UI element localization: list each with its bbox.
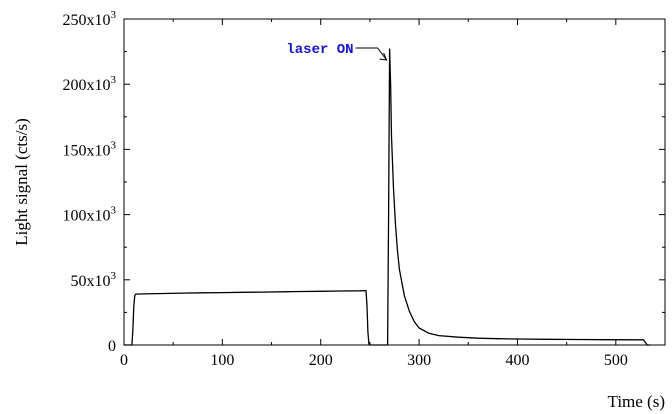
y-tick-label: 200x103 bbox=[63, 74, 117, 94]
chart-series bbox=[124, 48, 651, 346]
x-tick-label: 100 bbox=[210, 352, 234, 369]
x-tick-label: 0 bbox=[120, 352, 128, 369]
plot-frame bbox=[123, 18, 666, 346]
y-tick-label: 150x103 bbox=[63, 139, 117, 159]
annotation-arrowhead bbox=[379, 52, 388, 61]
y-tick-label: 50x103 bbox=[71, 270, 117, 290]
chart-axes: 0 100 200 300 400 500 0 50x103 100x103 150x103 200… bbox=[63, 9, 666, 369]
x-tick-label: 400 bbox=[505, 352, 529, 369]
annotation-layer: laser ON bbox=[286, 42, 388, 61]
x-axis-title: Time (s) bbox=[608, 392, 665, 411]
x-tick-label: 200 bbox=[309, 352, 333, 369]
y-tick-label: 250x103 bbox=[63, 9, 117, 29]
annotation-leader-line bbox=[355, 47, 387, 61]
y-axis-title: Light signal (cts/s) bbox=[12, 118, 31, 245]
x-tick-label: 300 bbox=[407, 352, 431, 369]
y-tick-label: 0 bbox=[108, 338, 116, 355]
x-tick-label: 500 bbox=[604, 352, 628, 369]
laser-on-annotation: laser ON bbox=[286, 42, 353, 58]
y-tick-label: 100x103 bbox=[63, 205, 117, 225]
signal-series-line bbox=[124, 48, 651, 346]
